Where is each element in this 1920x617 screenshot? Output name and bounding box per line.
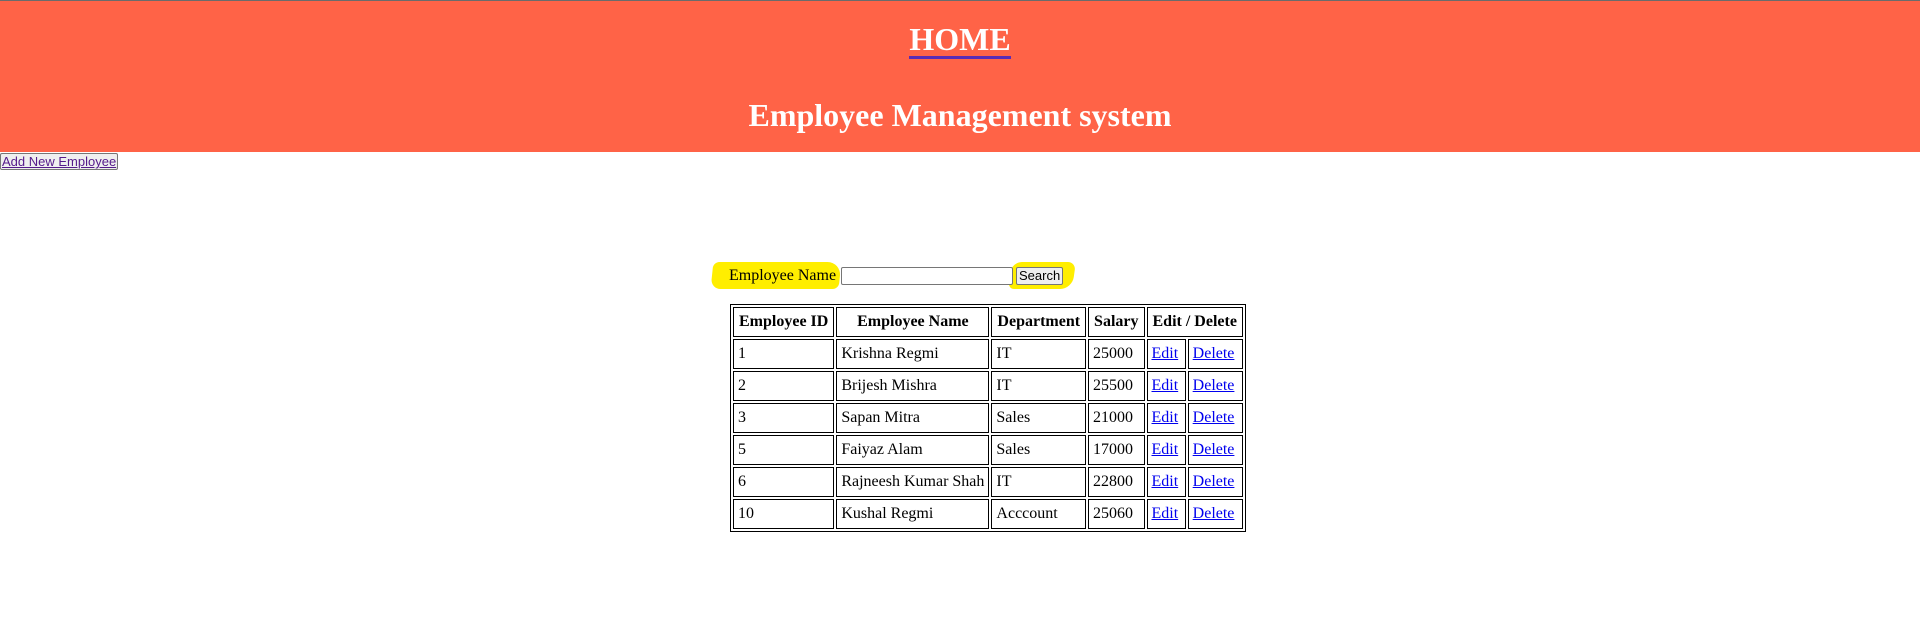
- delete-link-cell: Delete: [1187, 371, 1243, 401]
- department-cell: IT: [991, 339, 1087, 369]
- employee-name-cell: Brijesh Mishra: [836, 371, 990, 401]
- edit-link-cell: Edit: [1146, 339, 1186, 369]
- page-title: Employee Management system: [748, 97, 1172, 133]
- table-row: 3 Sapan Mitra Sales 21000 Edit Delete: [733, 403, 1243, 433]
- add-new-employee-button[interactable]: Add New Employee: [0, 153, 119, 170]
- home-link[interactable]: HOME: [909, 21, 1011, 59]
- edit-link-cell: Edit: [1146, 499, 1186, 529]
- employee-name-cell: Rajneesh Kumar Shah: [836, 467, 990, 497]
- search-button[interactable]: Search: [1016, 267, 1064, 285]
- edit-link-cell: Edit: [1146, 435, 1186, 465]
- edit-link-cell: Edit: [1146, 467, 1186, 497]
- edit-link-cell: Edit: [1146, 371, 1186, 401]
- delete-link-cell: Delete: [1187, 435, 1243, 465]
- delete-link[interactable]: Delete: [1192, 441, 1235, 458]
- column-header-department: Department: [991, 307, 1087, 337]
- edit-link[interactable]: Edit: [1151, 473, 1179, 490]
- delete-link-cell: Delete: [1187, 499, 1243, 529]
- employee-name-cell: Sapan Mitra: [836, 403, 990, 433]
- delete-link[interactable]: Delete: [1192, 473, 1235, 490]
- table-row: 1 Krishna Regmi IT 25000 Edit Delete: [733, 339, 1243, 369]
- employee-name-cell: Kushal Regmi: [836, 499, 990, 529]
- column-header-salary: Salary: [1088, 307, 1145, 337]
- delete-link[interactable]: Delete: [1192, 345, 1235, 362]
- delete-link[interactable]: Delete: [1192, 377, 1235, 394]
- delete-link[interactable]: Delete: [1192, 505, 1235, 522]
- employee-id-cell: 10: [733, 499, 835, 529]
- department-cell: Acccount: [991, 499, 1087, 529]
- edit-link[interactable]: Edit: [1151, 377, 1179, 394]
- employee-id-cell: 1: [733, 339, 835, 369]
- employee-id-cell: 5: [733, 435, 835, 465]
- delete-link[interactable]: Delete: [1192, 409, 1235, 426]
- employee-id-cell: 3: [733, 403, 835, 433]
- salary-cell: 25500: [1088, 371, 1145, 401]
- delete-link-cell: Delete: [1187, 339, 1243, 369]
- delete-link-cell: Delete: [1187, 467, 1243, 497]
- salary-cell: 21000: [1088, 403, 1145, 433]
- employee-name-cell: Krishna Regmi: [836, 339, 990, 369]
- department-cell: Sales: [991, 435, 1087, 465]
- home-link-wrapper: HOME: [0, 21, 1920, 59]
- edit-link[interactable]: Edit: [1151, 409, 1179, 426]
- table-row: 2 Brijesh Mishra IT 25500 Edit Delete: [733, 371, 1243, 401]
- department-cell: Sales: [991, 403, 1087, 433]
- employee-table: Employee ID Employee Name Department Sal…: [730, 304, 1246, 532]
- delete-link-cell: Delete: [1187, 403, 1243, 433]
- employee-name-label: Employee Name: [729, 267, 837, 284]
- column-header-edit-delete: Edit / Delete: [1146, 307, 1243, 337]
- employee-id-cell: 6: [733, 467, 835, 497]
- salary-cell: 17000: [1088, 435, 1145, 465]
- edit-link[interactable]: Edit: [1151, 505, 1179, 522]
- table-header-row: Employee ID Employee Name Department Sal…: [733, 307, 1243, 337]
- edit-link[interactable]: Edit: [1151, 441, 1179, 458]
- salary-cell: 25060: [1088, 499, 1145, 529]
- salary-cell: 25000: [1088, 339, 1145, 369]
- edit-link-cell: Edit: [1146, 403, 1186, 433]
- column-header-employee-name: Employee Name: [836, 307, 990, 337]
- page-header: HOME Employee Management system: [0, 1, 1920, 152]
- table-row: 5 Faiyaz Alam Sales 17000 Edit Delete: [733, 435, 1243, 465]
- table-row: 6 Rajneesh Kumar Shah IT 22800 Edit Delete: [733, 467, 1243, 497]
- window-top-border: [0, 0, 1920, 1]
- employee-id-cell: 2: [733, 371, 835, 401]
- edit-link[interactable]: Edit: [1151, 345, 1179, 362]
- department-cell: IT: [991, 371, 1087, 401]
- department-cell: IT: [991, 467, 1087, 497]
- salary-cell: 22800: [1088, 467, 1145, 497]
- column-header-employee-id: Employee ID: [733, 307, 835, 337]
- employee-name-search-input[interactable]: [841, 267, 1013, 285]
- table-row: 10 Kushal Regmi Acccount 25060 Edit Delete: [733, 499, 1243, 529]
- employee-name-cell: Faiyaz Alam: [836, 435, 990, 465]
